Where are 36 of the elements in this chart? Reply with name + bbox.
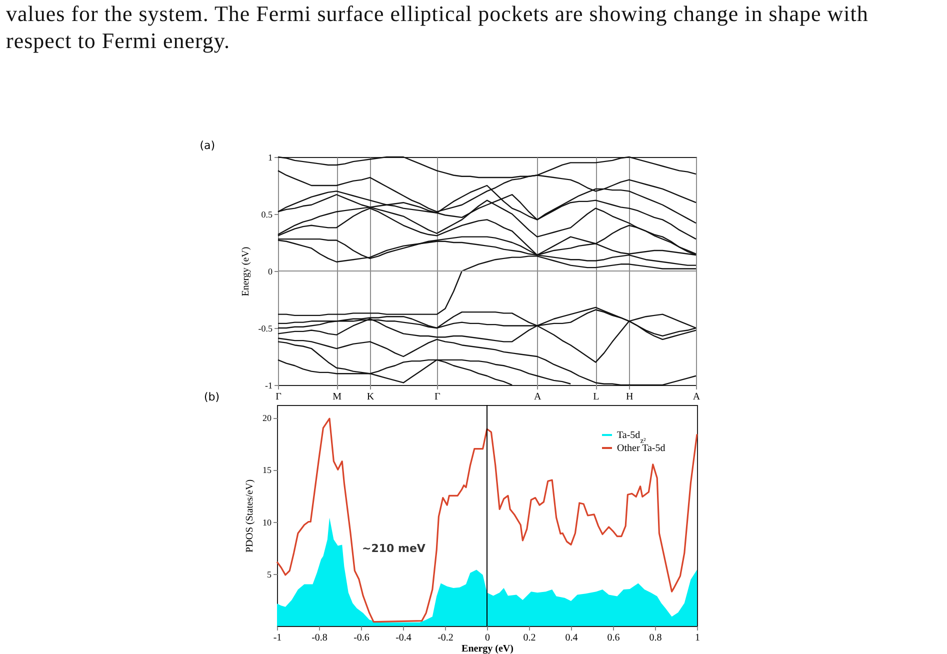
- x-tick-label: A: [692, 392, 701, 402]
- x-tick-label: Γ: [276, 392, 282, 402]
- x-tick-label: -0.8: [312, 632, 328, 644]
- y-tick-label: 0: [268, 266, 273, 276]
- y-tick-label: 1: [268, 152, 272, 162]
- y-tick-label: 5: [267, 569, 272, 580]
- x-tick-label: L: [593, 392, 600, 402]
- chart-title: (a): [200, 139, 216, 152]
- text: values for the system. The Fermi surface elliptical pockets are showing change in shape with respect to Fermi energy.: [6, 0, 870, 54]
- x-tick-label: K: [366, 392, 375, 402]
- chart-title: (b): [204, 390, 220, 404]
- y-tick-label: 15: [262, 465, 272, 476]
- y-tick-label: -1: [265, 380, 272, 390]
- x-tick-label: 0: [485, 632, 490, 644]
- y-tick-label: 10: [262, 517, 272, 528]
- x-tick-label: 0.6: [607, 632, 620, 644]
- x-tick-label: H: [626, 392, 634, 402]
- x-tick-label: M: [332, 392, 342, 402]
- y-axis-title: Energy (eV): [240, 246, 252, 296]
- legend-label: Other Ta-5d: [617, 443, 666, 454]
- y-axis-title: PDOS (States/eV): [244, 479, 256, 553]
- x-tick-label: -0.2: [438, 632, 454, 644]
- legend-label: Ta-5d$_{z²}$: [617, 430, 647, 444]
- x-tick-label: -0.6: [354, 632, 370, 644]
- x-tick-label: 1: [695, 632, 700, 644]
- annotation: ~210 meV: [362, 542, 426, 555]
- x-tick-label: Γ: [434, 392, 440, 402]
- x-tick-label: -0.4: [396, 632, 412, 644]
- x-tick-label: 0.8: [649, 632, 662, 644]
- x-axis-title: Energy (eV): [462, 644, 514, 654]
- y-tick-label: 0.5: [261, 210, 273, 220]
- x-tick-label: A: [534, 392, 542, 402]
- x-tick-label: 0.2: [523, 632, 536, 644]
- y-tick-label: -0.5: [258, 324, 273, 334]
- x-tick-label: 0.4: [565, 632, 578, 644]
- y-tick-label: 20: [262, 413, 272, 424]
